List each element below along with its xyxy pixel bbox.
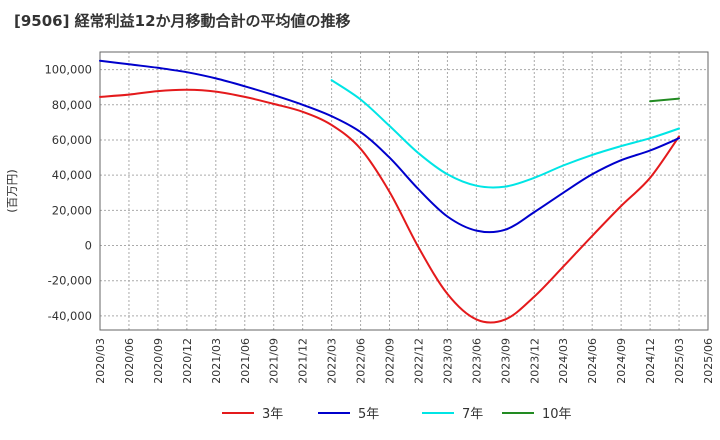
legend: 3年 5年 7年 10年 <box>222 407 572 422</box>
y-axis-title: (百万円) <box>5 169 19 212</box>
x-tick-label: 2024/12 <box>644 338 657 384</box>
x-tick-label: 2021/03 <box>210 338 223 384</box>
legend-label-2: 5年 <box>358 407 379 422</box>
x-tick-label: 2025/06 <box>702 338 715 384</box>
legend-label-4: 10年 <box>542 407 572 422</box>
x-tick-label: 2024/09 <box>615 338 628 384</box>
legend-label-3: 7年 <box>462 407 483 422</box>
grid <box>100 52 708 330</box>
x-tick-label: 2020/12 <box>181 338 194 384</box>
x-tick-label: 2022/12 <box>412 338 425 384</box>
x-tick-label: 2023/03 <box>441 338 454 384</box>
x-tick-label: 2021/12 <box>297 338 310 384</box>
y-tick-label: 0 <box>85 239 92 253</box>
y-tick-label: 60,000 <box>52 133 92 147</box>
x-tick-label: 2020/09 <box>152 338 165 384</box>
x-tick-label: 2020/06 <box>123 338 136 384</box>
series-lines <box>99 59 680 324</box>
x-tick-label: 2022/03 <box>326 338 339 384</box>
x-axis: 2020/03 2020/06 2020/09 2020/12 2021/03 2021/… <box>94 338 715 384</box>
series-line-4 <box>649 97 680 103</box>
x-tick-label: 2022/06 <box>355 338 368 384</box>
series-line-3 <box>330 79 680 189</box>
x-tick-label: 2021/06 <box>239 338 252 384</box>
x-tick-label: 2020/03 <box>94 338 107 384</box>
y-tick-label: 100,000 <box>44 63 92 77</box>
y-tick-label: -40,000 <box>48 309 92 323</box>
series-line-2 <box>99 59 680 234</box>
x-tick-label: 2025/03 <box>673 338 686 384</box>
x-tick-label: 2023/06 <box>470 338 483 384</box>
plot-frame <box>99 51 709 331</box>
x-tick-label: 2022/09 <box>384 338 397 384</box>
x-tick-label: 2021/09 <box>268 338 281 384</box>
series-line-1 <box>99 88 680 324</box>
y-tick-label: -20,000 <box>48 274 92 288</box>
x-tick-label: 2023/12 <box>528 338 541 384</box>
y-tick-label: 80,000 <box>52 98 92 112</box>
x-tick-label: 2023/09 <box>499 338 512 384</box>
x-tick-label: 2024/06 <box>586 338 599 384</box>
y-axis: 100,000 80,000 60,000 40,000 20,000 0 -20,000 -… <box>44 63 92 323</box>
legend-label-1: 3年 <box>262 407 283 422</box>
chart-title: [9506] 経常利益12か月移動合計の平均値の推移 <box>14 12 351 30</box>
x-tick-label: 2024/03 <box>557 338 570 384</box>
y-tick-label: 40,000 <box>52 168 92 182</box>
y-tick-label: 20,000 <box>52 203 92 217</box>
